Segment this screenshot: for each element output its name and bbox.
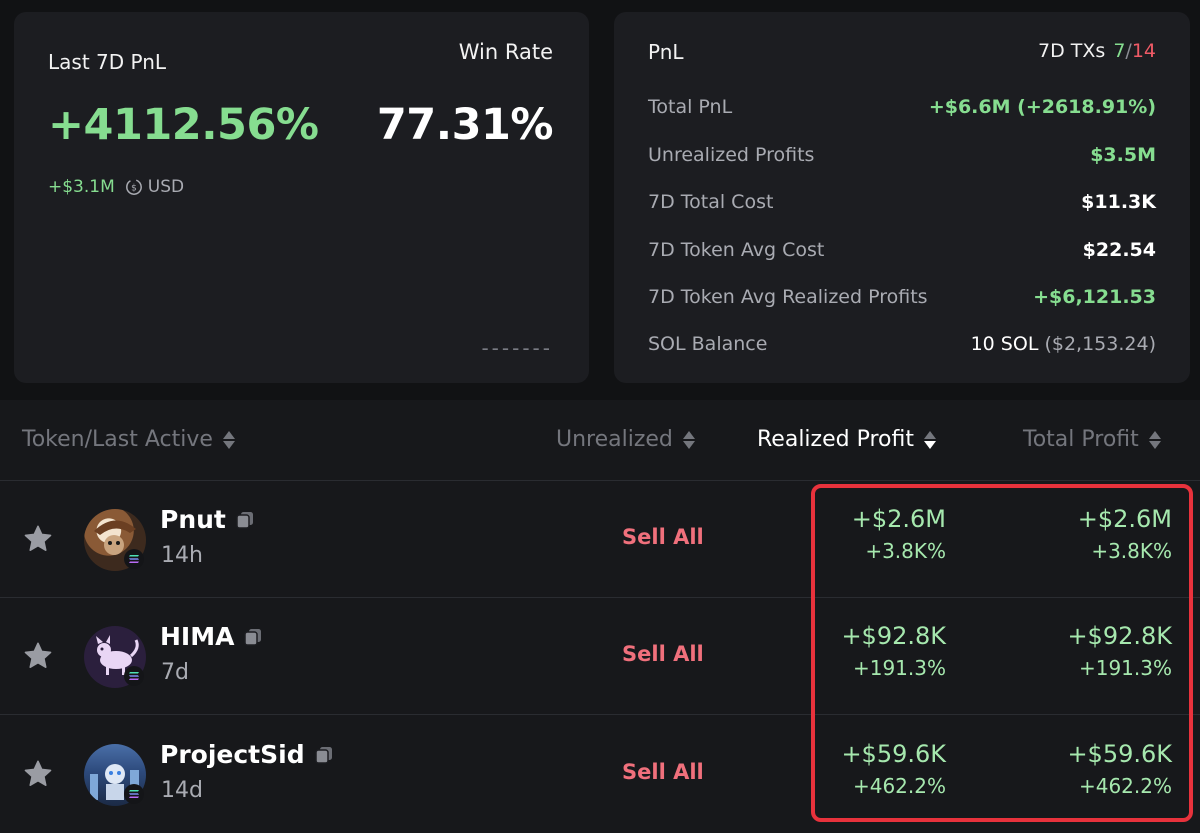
realized-amount: +$92.8K: [841, 622, 946, 650]
header-unrealized[interactable]: Unrealized: [556, 427, 695, 452]
total-percent: +191.3%: [1078, 656, 1172, 680]
detail-value: $11.3K: [1081, 191, 1156, 213]
token-name[interactable]: Pnut: [160, 505, 256, 534]
header-token[interactable]: Token/Last Active: [22, 427, 235, 452]
detail-row-total-cost: 7D Total Cost $11.3K: [648, 188, 1156, 216]
pnl-amount-row: +$3.1M $ USD: [48, 177, 184, 197]
header-unrealized-label: Unrealized: [556, 427, 673, 452]
last-7d-pnl-label: Last 7D PnL: [48, 50, 167, 74]
realized-profit-cell: +$59.6K +462.2%: [841, 740, 946, 798]
svg-text:$: $: [131, 184, 137, 194]
txs-separator: /: [1125, 40, 1132, 62]
row-divider: [0, 597, 1200, 598]
currency-swap-icon: $: [125, 179, 142, 195]
total-profit-cell: +$2.6M +3.8K%: [1078, 505, 1172, 563]
sell-all-button[interactable]: Sell All: [622, 760, 704, 784]
currency-label: USD: [147, 177, 185, 197]
pnl-percent-value: +4112.56%: [48, 100, 319, 150]
last-active: 14d: [161, 778, 203, 803]
table-row[interactable]: HIMA 7d Sell All +$92.8K +191.3% +$92.8K…: [0, 598, 1200, 715]
last-active: 14h: [161, 543, 203, 568]
token-name[interactable]: ProjectSid: [160, 740, 335, 769]
token-avatar: [84, 626, 146, 688]
detail-row-avg-cost: 7D Token Avg Cost $22.54: [648, 236, 1156, 264]
detail-label: SOL Balance: [648, 333, 768, 355]
detail-value: 10 SOL ($2,153.24): [971, 333, 1156, 355]
token-name-label: Pnut: [160, 505, 226, 534]
header-divider: [0, 480, 1200, 481]
realized-profit-cell: +$92.8K +191.3%: [841, 622, 946, 680]
sell-all-button[interactable]: Sell All: [622, 642, 704, 666]
token-name-label: ProjectSid: [160, 740, 305, 769]
pnl-details-title: PnL: [648, 40, 684, 64]
sol-amount: 10 SOL: [970, 333, 1039, 355]
win-rate-value: 77.31%: [376, 100, 554, 150]
total-amount: +$59.6K: [1067, 740, 1172, 768]
sort-desc-icon: [923, 430, 936, 449]
copy-icon[interactable]: [242, 626, 264, 648]
win-rate-chart-placeholder: -------: [481, 336, 553, 360]
txs-label: 7D TXs: [1038, 40, 1106, 62]
table-row[interactable]: Pnut 14h Sell All +$2.6M +3.8K% +$2.6M +…: [0, 481, 1200, 598]
header-total-label: Total Profit: [1023, 427, 1139, 452]
detail-value: +$6,121.53: [1033, 286, 1156, 308]
realized-profit-cell: +$2.6M +3.8K%: [852, 505, 946, 563]
detail-label: 7D Token Avg Cost: [648, 239, 825, 261]
total-profit-cell: +$59.6K +462.2%: [1067, 740, 1172, 798]
realized-percent: +462.2%: [852, 774, 946, 798]
solana-icon: [124, 666, 144, 686]
detail-row-total-pnl: Total PnL +$6.6M (+2618.91%): [648, 93, 1156, 121]
txs-counter: 7D TXs 7/14: [1038, 40, 1156, 62]
detail-row-avg-realized: 7D Token Avg Realized Profits +$6,121.53: [648, 283, 1156, 311]
header-token-label: Token/Last Active: [22, 427, 213, 452]
pnl-summary-card: Last 7D PnL +4112.56% Win Rate 77.31% +$…: [14, 12, 589, 383]
txs-win-count: 7: [1113, 40, 1126, 62]
row-divider: [0, 714, 1200, 715]
solana-icon: [124, 549, 144, 569]
currency-toggle[interactable]: $ USD: [125, 177, 184, 197]
sol-usd-value: ($2,153.24): [1044, 333, 1156, 355]
total-amount: +$2.6M: [1077, 505, 1172, 533]
total-profit-cell: +$92.8K +191.3%: [1067, 622, 1172, 680]
total-amount: +$92.8K: [1067, 622, 1172, 650]
win-rate-label: Win Rate: [458, 40, 553, 64]
token-table: Token/Last Active Unrealized Realized Pr…: [0, 400, 1200, 833]
pnl-details-card: PnL 7D TXs 7/14 Total PnL +$6.6M (+2618.9…: [614, 12, 1190, 383]
header-total-profit[interactable]: Total Profit: [1023, 427, 1161, 452]
detail-value: +$6.6M (+2618.91%): [928, 96, 1156, 118]
token-name-label: HIMA: [160, 622, 235, 651]
star-icon[interactable]: [22, 640, 54, 672]
realized-amount: +$59.6K: [841, 740, 946, 768]
sell-all-button[interactable]: Sell All: [622, 525, 704, 549]
detail-row-unrealized: Unrealized Profits $3.5M: [648, 141, 1156, 169]
star-icon[interactable]: [22, 523, 54, 555]
detail-label: 7D Total Cost: [648, 191, 774, 213]
detail-row-sol-balance: SOL Balance 10 SOL ($2,153.24): [648, 330, 1156, 358]
table-row[interactable]: ProjectSid 14d Sell All +$59.6K +462.2% …: [0, 716, 1200, 833]
token-name[interactable]: HIMA: [160, 622, 264, 651]
detail-value: $3.5M: [1090, 144, 1156, 166]
solana-icon: [124, 784, 144, 804]
last-active: 7d: [161, 660, 189, 685]
pnl-amount: +$3.1M: [48, 177, 115, 197]
total-percent: +462.2%: [1078, 774, 1172, 798]
header-realized-label: Realized Profit: [757, 427, 914, 452]
realized-percent: +191.3%: [852, 656, 946, 680]
star-icon[interactable]: [22, 758, 54, 790]
copy-icon[interactable]: [234, 509, 256, 531]
detail-label: Total PnL: [648, 96, 733, 118]
total-percent: +3.8K%: [1091, 539, 1172, 563]
copy-icon[interactable]: [313, 744, 335, 766]
sort-icon: [682, 430, 695, 449]
sort-icon: [222, 430, 235, 449]
realized-amount: +$2.6M: [851, 505, 946, 533]
sort-icon: [1148, 430, 1161, 449]
txs-loss-count: 14: [1131, 40, 1156, 62]
detail-value: $22.54: [1082, 239, 1156, 261]
realized-percent: +3.8K%: [865, 539, 946, 563]
header-realized-profit[interactable]: Realized Profit: [757, 427, 936, 452]
detail-label: Unrealized Profits: [648, 144, 815, 166]
detail-label: 7D Token Avg Realized Profits: [648, 286, 928, 308]
